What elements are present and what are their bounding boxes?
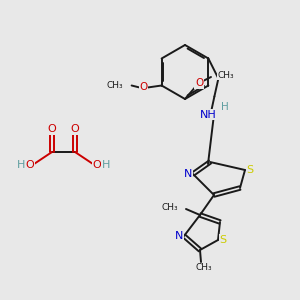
Text: N: N (184, 169, 192, 179)
Text: CH₃: CH₃ (217, 70, 234, 80)
Text: O: O (48, 124, 56, 134)
Text: O: O (93, 160, 101, 170)
Text: H: H (102, 160, 110, 170)
Text: S: S (219, 235, 226, 245)
Text: N: N (175, 231, 183, 241)
Text: O: O (26, 160, 34, 170)
Text: S: S (246, 165, 254, 175)
Text: CH₃: CH₃ (107, 81, 124, 90)
Text: O: O (70, 124, 80, 134)
Text: H: H (220, 103, 228, 112)
Text: CH₃: CH₃ (161, 202, 178, 211)
Text: O: O (195, 78, 203, 88)
Text: O: O (140, 82, 148, 92)
Text: NH: NH (200, 110, 217, 119)
Text: H: H (17, 160, 25, 170)
Text: CH₃: CH₃ (196, 263, 212, 272)
